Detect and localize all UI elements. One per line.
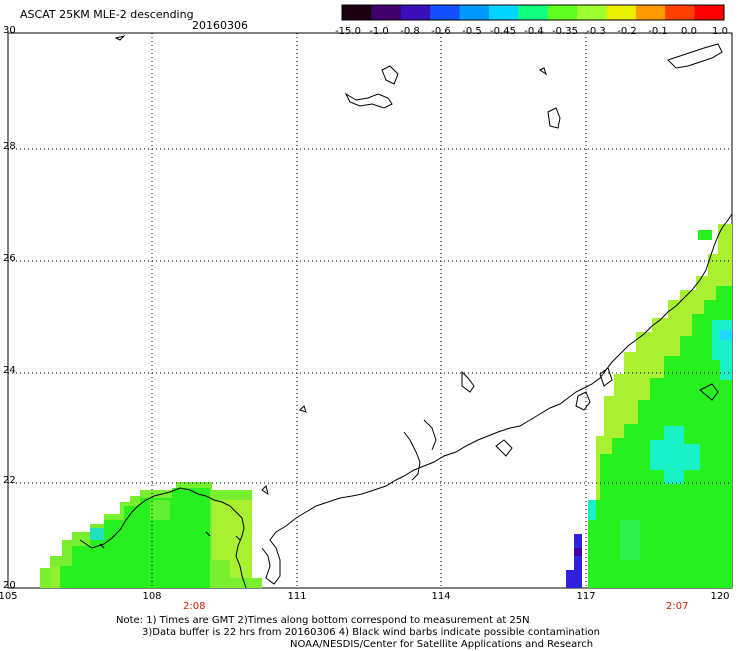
lon-label-108: 108: [142, 591, 162, 602]
colorbar-segment: [430, 5, 461, 20]
footnote-line-1: Note: 1) Times are GMT 2)Times along bot…: [116, 615, 530, 626]
coastline: [79, 35, 733, 589]
colorbar-tick-label: -0.1: [648, 26, 668, 37]
colorbar-tick-label: 0.0: [681, 26, 697, 37]
colorbar: [341, 4, 725, 21]
colorbar-tick-label: -0.35: [552, 26, 578, 37]
colorbar-segment: [371, 5, 402, 20]
colorbar-segment: [400, 5, 431, 20]
colorbar-tick-label: -0.4: [524, 26, 544, 37]
colorbar-segment: [488, 5, 519, 20]
lat-label-26: 26: [3, 253, 16, 264]
colorbar-tick-label: 1.0: [712, 26, 728, 37]
colorbar-tick-label: -0.3: [586, 26, 606, 37]
colorbar-tick-label: -0.8: [400, 26, 420, 37]
lon-label-120: 120: [710, 591, 730, 602]
colorbar-segment: [665, 5, 696, 20]
coast-details: [99, 531, 241, 549]
pass-time-west: 2:08: [183, 601, 206, 612]
colorbar-segment: [694, 5, 725, 20]
lat-label-30: 30: [3, 25, 16, 36]
lon-label-105: 105: [0, 591, 18, 602]
pass-time-east: 2:07: [666, 601, 689, 612]
product-title: ASCAT 25KM MLE-2 descending: [20, 8, 194, 21]
lon-label-114: 114: [431, 591, 451, 602]
lat-label-24: 24: [3, 365, 16, 376]
footnote-line-3: NOAA/NESDIS/Center for Satellite Applica…: [290, 639, 594, 650]
colorbar-tick-label: -1.0: [369, 26, 389, 37]
colorbar-segment: [547, 5, 578, 20]
lat-label-20: 20: [3, 580, 16, 591]
colorbar-tick-label: -15.0: [335, 26, 361, 37]
lat-label-28: 28: [3, 141, 16, 152]
colorbar-segment: [635, 5, 666, 20]
colorbar-segment: [459, 5, 490, 20]
colorbar-tick-label: -0.6: [431, 26, 451, 37]
colorbar-segment: [606, 5, 637, 20]
lat-lon-grid: [8, 33, 732, 588]
lon-label-117: 117: [576, 591, 596, 602]
colorbar-tick-label: -0.5: [462, 26, 482, 37]
colorbar-segment: [342, 5, 372, 20]
colorbar-segment: [518, 5, 549, 20]
colorbar-tick-label: -0.2: [617, 26, 637, 37]
scatterometer-swath-east: [566, 224, 732, 588]
lat-label-22: 22: [3, 475, 16, 486]
product-date: 20160306: [192, 19, 248, 32]
colorbar-tick-label: -0.45: [490, 26, 516, 37]
colorbar-segment: [577, 5, 607, 20]
lon-label-111: 111: [287, 591, 307, 602]
footnote-line-2: 3)Data buffer is 22 hrs from 20160306 4)…: [142, 627, 600, 638]
